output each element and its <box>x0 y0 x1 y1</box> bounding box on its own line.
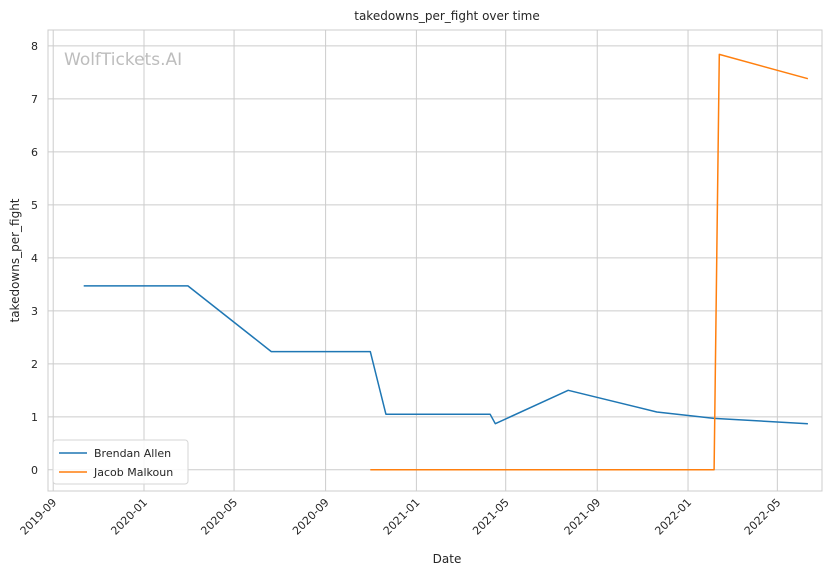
y-tick-label: 6 <box>31 146 38 159</box>
legend-box <box>52 439 189 485</box>
y-tick-label: 1 <box>31 411 38 424</box>
x-axis-label: Date <box>433 552 462 566</box>
y-axis-ticks: 0 1 2 3 4 5 6 7 8 <box>31 40 38 477</box>
y-tick-label: 0 <box>31 464 38 477</box>
y-axis-label: takedowns_per_fight <box>8 198 22 322</box>
grid-lines <box>48 30 822 491</box>
legend-entry-label: Brendan Allen <box>94 447 171 460</box>
y-tick-label: 3 <box>31 305 38 318</box>
series-line-brendan-allen <box>83 285 808 425</box>
series-line-jacob-malkoun <box>370 53 809 471</box>
plot-frame <box>47 29 823 492</box>
y-tick-label: 7 <box>31 93 38 106</box>
y-tick-label: 8 <box>31 40 38 53</box>
y-tick-label: 5 <box>31 199 38 212</box>
y-tick-label: 2 <box>31 358 38 371</box>
y-tick-label: 4 <box>31 252 38 265</box>
legend: Brendan Allen Jacob Malkoun <box>52 439 189 485</box>
chart-title: takedowns_per_fight over time <box>354 9 540 23</box>
legend-entry-label: Jacob Malkoun <box>93 466 173 479</box>
watermark-text: WolfTickets.AI <box>64 50 182 70</box>
series-layer <box>83 53 809 471</box>
